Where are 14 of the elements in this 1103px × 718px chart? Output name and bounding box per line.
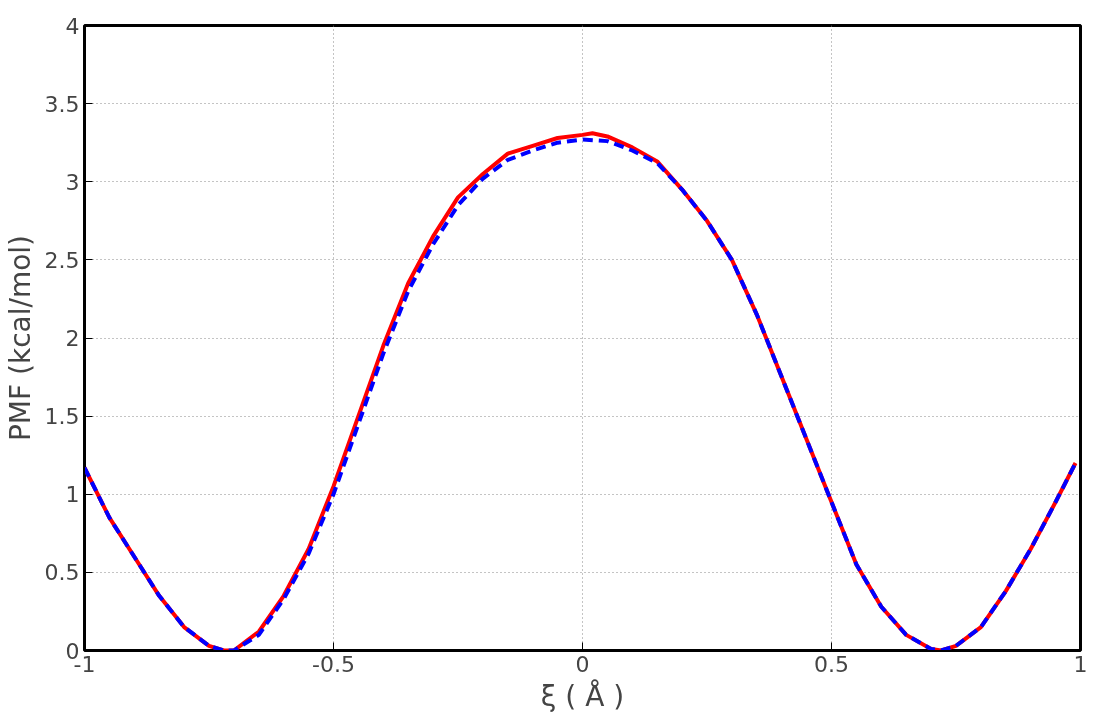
y-tick-label: 3 <box>65 169 80 195</box>
y-tick-label: 3.5 <box>44 91 80 117</box>
y-tick-label: 0.5 <box>44 560 80 586</box>
y-tick-label: 1 <box>65 482 80 508</box>
x-axis-title: ξ ( Å ) <box>540 678 625 713</box>
x-tick-label: 0.5 <box>814 651 850 677</box>
y-tick-label: 2.5 <box>44 247 80 273</box>
y-tick-label: 1.5 <box>44 404 80 430</box>
x-tick-label: 0 <box>575 651 590 677</box>
y-axis-title: PMF (kcal/mol) <box>3 234 37 442</box>
x-tick-label: -0.5 <box>312 651 355 677</box>
x-tick-label: 1 <box>1073 651 1088 677</box>
y-tick-label: 2 <box>65 326 80 351</box>
y-tick-label: 4 <box>65 13 80 39</box>
